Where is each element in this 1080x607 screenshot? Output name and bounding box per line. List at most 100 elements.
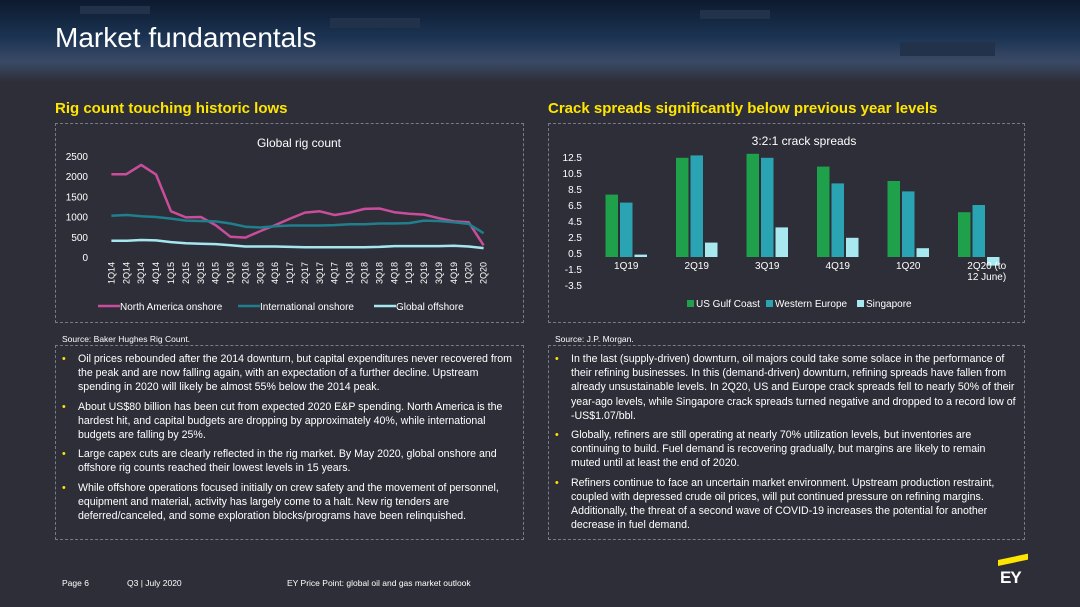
bullet-item: • While offshore operations focused initi…: [62, 481, 515, 524]
crack-spreads-bullets: • In the last (supply-driven) downturn, o…: [548, 345, 1025, 540]
bullet-marker: •: [555, 353, 559, 365]
legend-swatch: [857, 300, 864, 307]
bar: [831, 183, 844, 257]
x-tick-label: 4Q18: [389, 262, 399, 284]
x-tick-label: 2Q14: [121, 262, 131, 284]
x-tick-label: 2Q19: [685, 261, 710, 272]
x-tick-label: 2Q19: [419, 262, 429, 284]
bar: [972, 205, 985, 257]
bullet-marker: •: [555, 429, 559, 442]
x-tick-label: 4Q16: [270, 262, 280, 284]
chart-title: Global rig count: [257, 136, 342, 150]
ey-logo-beam: [998, 553, 1028, 566]
bullet-text: Oil prices rebounded after the 2014 down…: [78, 353, 513, 394]
x-tick-label: 3Q16: [255, 262, 265, 284]
bullet-item: • Refiners continue to face an uncertain …: [555, 476, 1016, 533]
crack-spreads-heading: Crack spreads significantly below previo…: [548, 100, 938, 117]
ship-silhouette: [80, 6, 150, 14]
x-tick-label: 1Q19: [614, 261, 639, 272]
x-tick-label: 2Q20 (to: [967, 261, 1006, 272]
rig-count-chart-panel: Global rig count 2500 2000 1500 1000 500 0 1Q14…: [55, 123, 524, 323]
x-tick-label: 4Q17: [330, 262, 340, 284]
bullet-marker: •: [62, 481, 66, 494]
legend-swatch: [766, 300, 773, 307]
bar: [846, 237, 859, 257]
y-tick-label: 2000: [66, 172, 89, 183]
legend-label: North America onshore: [120, 302, 223, 313]
x-tick-label: 1Q19: [404, 262, 414, 284]
bullet-item: • Globally, refiners are still operating …: [555, 428, 1016, 471]
legend-label: Western Europe: [775, 299, 848, 310]
bar: [987, 257, 1000, 266]
y-tick-label: 0: [82, 253, 88, 264]
x-tick-label: 1Q16: [226, 262, 236, 284]
y-tick-label: 1000: [66, 213, 89, 224]
crack-spreads-source: Source: J.P. Morgan.: [555, 334, 634, 344]
bullet-text: Globally, refiners are still operating a…: [571, 429, 986, 470]
series-line: [111, 238, 484, 250]
rig-count-chart: Global rig count 2500 2000 1500 1000 500 0 1Q14…: [66, 136, 489, 313]
chart-title: 3:2:1 crack spreads: [752, 134, 857, 148]
bar: [620, 202, 633, 257]
bar: [761, 157, 774, 257]
rig-count-source: Source: Baker Hughes Rig Count.: [62, 334, 191, 344]
rig-count-bullets: • Oil prices rebounded after the 2014 dow…: [55, 345, 524, 540]
x-tick-label: 3Q15: [196, 262, 206, 284]
bullet-item: • Oil prices rebounded after the 2014 dow…: [62, 352, 515, 395]
x-tick-label: 2Q18: [359, 262, 369, 284]
x-tick-label: 3Q18: [374, 262, 384, 284]
bar: [902, 191, 915, 257]
bullet-marker: •: [62, 400, 66, 413]
page-title: Market fundamentals: [55, 22, 317, 53]
bullet-marker: •: [555, 476, 559, 489]
ey-logo: EY: [998, 553, 1028, 590]
x-tick-label: 1Q15: [166, 262, 176, 284]
y-tick-label: 4.5: [568, 217, 582, 228]
series-line: [111, 163, 485, 246]
bullet-item: • About US$80 billion has been cut from e…: [62, 400, 515, 443]
bar: [690, 155, 703, 257]
series-line: [111, 213, 485, 235]
bar: [605, 194, 618, 257]
legend-swatch: [687, 300, 694, 307]
legend-label: Global offshore: [396, 302, 464, 313]
bullet-marker: •: [62, 353, 66, 365]
y-tick-label: -3.5: [565, 281, 583, 292]
bullet-item: • Large capex cuts are clearly reflected …: [62, 447, 515, 475]
x-tick-label: 3Q14: [136, 262, 146, 284]
x-tick-label: 3Q19: [755, 261, 780, 272]
bar: [817, 166, 830, 257]
page-number: Page 6: [62, 578, 89, 588]
x-tick-label: 4Q19: [826, 261, 851, 272]
header-banner: [0, 0, 1080, 82]
x-tick-label: 1Q14: [106, 262, 116, 284]
bullet-text: About US$80 billion has been cut from ex…: [78, 400, 503, 442]
crack-spreads-chart-panel: 3:2:1 crack spreads 12.5 10.5 8.5 6.5 4.5 2.5 0…: [548, 123, 1025, 323]
x-tick-label: 1Q20: [464, 262, 474, 284]
y-tick-label: 12.5: [563, 153, 583, 164]
bullet-text: Refiners continue to face an uncertain m…: [571, 476, 995, 532]
bullet-marker: •: [62, 448, 66, 461]
bullet-text: Large capex cuts are clearly reflected i…: [78, 448, 497, 475]
issue-period: Q3 | July 2020: [127, 578, 182, 588]
y-tick-label: 0.5: [568, 249, 582, 260]
bar: [746, 153, 759, 257]
x-tick-label: 2Q16: [240, 262, 250, 284]
x-tick-label: 2Q20: [479, 262, 489, 284]
legend-label: US Gulf Coast: [696, 299, 760, 310]
x-tick-label: 12 June): [967, 272, 1006, 283]
bar: [705, 242, 718, 257]
y-tick-label: -1.5: [565, 265, 583, 276]
x-tick-label: 4Q19: [449, 262, 459, 284]
y-tick-label: 500: [71, 233, 88, 244]
bullet-text: In the last (supply-driven) downturn, oi…: [571, 353, 1016, 422]
x-tick-label: 1Q18: [345, 262, 355, 284]
y-tick-label: 2500: [66, 152, 89, 163]
rig-count-heading: Rig count touching historic lows: [55, 100, 288, 117]
bullet-item: • In the last (supply-driven) downturn, o…: [555, 352, 1016, 423]
ey-logo-text: EY: [1000, 568, 1022, 587]
x-tick-label: 2Q17: [300, 262, 310, 284]
bar: [634, 254, 647, 257]
x-tick-label: 4Q14: [151, 262, 161, 284]
ship-silhouette: [700, 10, 770, 19]
